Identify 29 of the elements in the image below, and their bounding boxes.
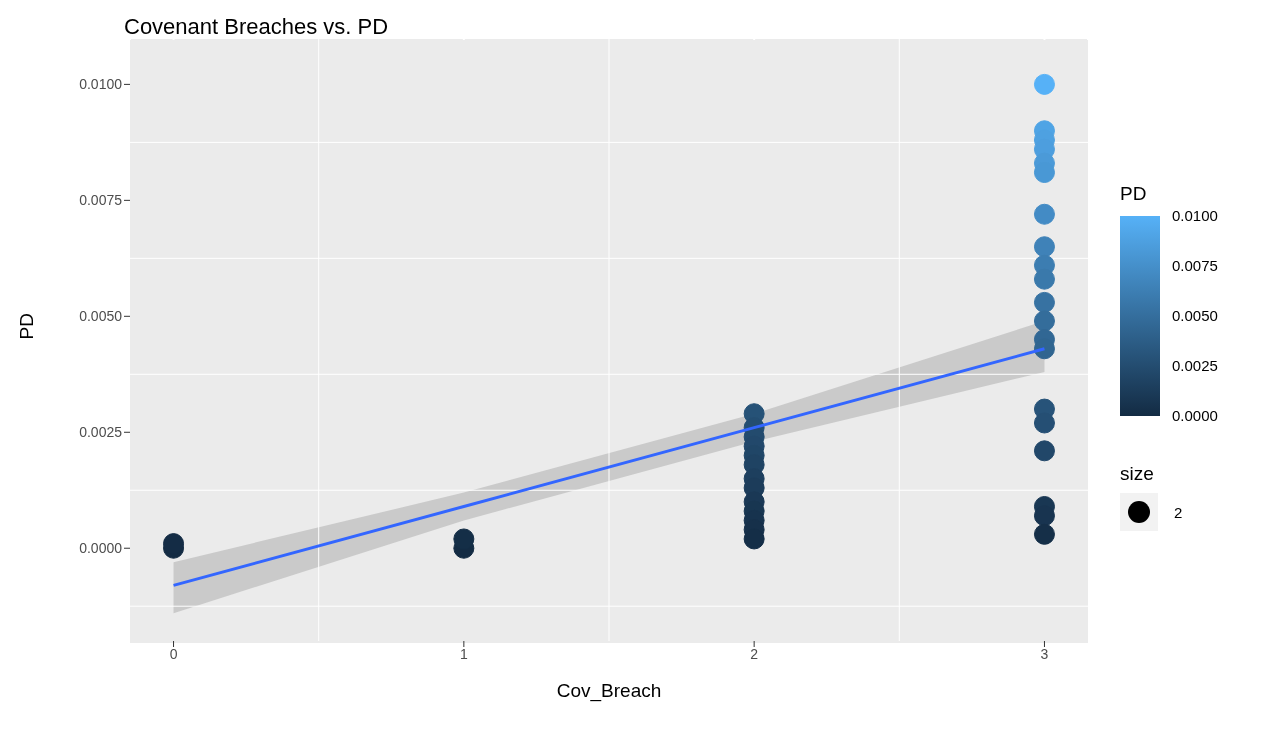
point <box>1033 523 1055 545</box>
x-tick-label: 2 <box>750 645 759 662</box>
color-bar-label: 0.0100 <box>1172 207 1218 225</box>
y-tick-label: 0.0025 <box>79 424 123 441</box>
x-tick-label: 1 <box>459 645 468 662</box>
point <box>1033 291 1055 313</box>
point <box>1033 203 1055 225</box>
y-tick-label: 0.0050 <box>79 308 123 325</box>
point <box>1033 440 1055 462</box>
y-tick-label: 0.0075 <box>79 192 123 209</box>
x-tick-label: 3 <box>1040 645 1049 662</box>
color-bar-label: 0.0075 <box>1172 257 1218 275</box>
point <box>1033 268 1055 290</box>
point <box>1033 236 1055 258</box>
color-bar-label: 0.0050 <box>1172 307 1218 325</box>
point <box>1033 310 1055 332</box>
chart-title: Covenant Breaches vs. PD <box>124 14 389 40</box>
point <box>1033 73 1055 95</box>
text: 2 <box>1174 503 1183 521</box>
point <box>1033 412 1055 434</box>
color-bar-title: PD <box>1120 183 1148 205</box>
y-axis-title: PD <box>15 313 37 340</box>
y-tick-label: 0.0100 <box>79 76 123 93</box>
color-bar-label: 0.0025 <box>1172 357 1218 375</box>
x-tick-label: 0 <box>169 645 178 662</box>
y-tick-label: 0.0000 <box>79 540 123 557</box>
x-axis-title: Cov_Breach <box>556 680 662 702</box>
legend-title: size <box>1120 463 1155 485</box>
color-bar-label: 0.0000 <box>1172 407 1218 425</box>
